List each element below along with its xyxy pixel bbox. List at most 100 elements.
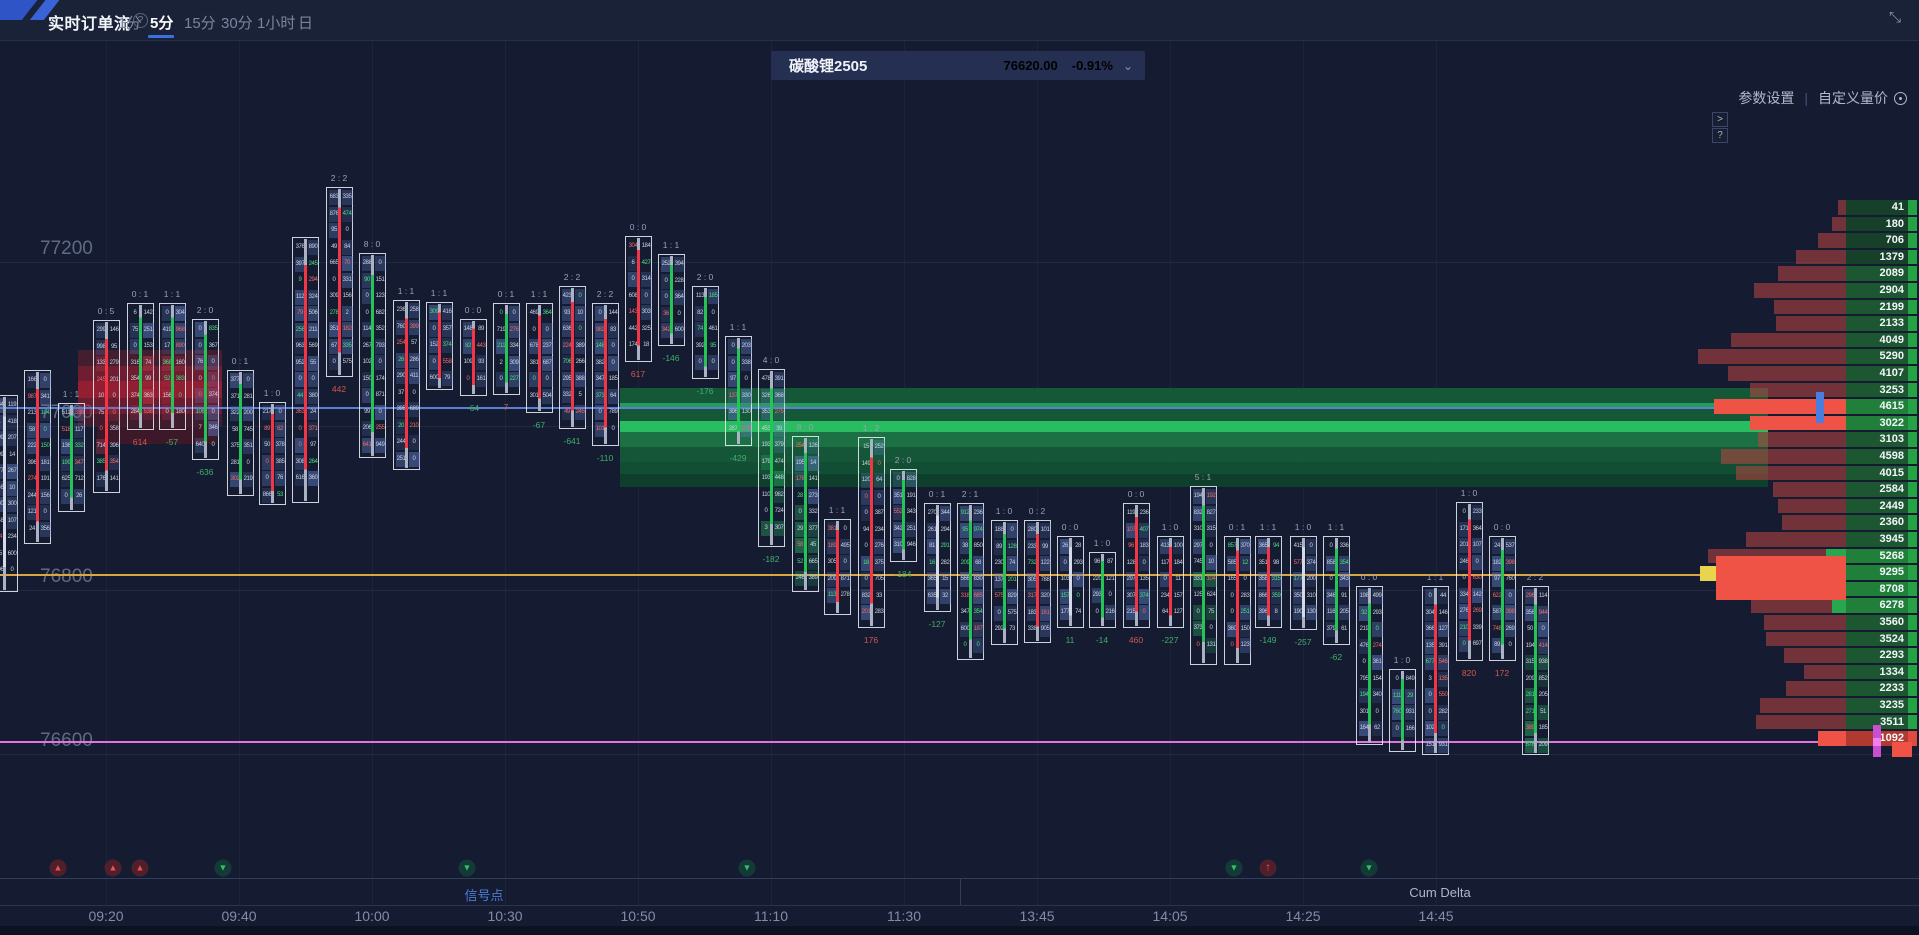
footprint-candle[interactable]: 270 344 261 294 81 291 16 282 365 15 635 32 (923, 503, 951, 612)
signal-triangle-icon[interactable]: ▲ (49, 859, 67, 877)
footprint-candle[interactable]: 683 335 876 474 95 0 49 84 665 70 0 331 309 156 278 2 35… (325, 187, 353, 377)
footprint-candle[interactable]: 6 142 75 251 0 153 316 74 354 99 374 363 284 538 (126, 303, 154, 430)
footprint-candle[interactable]: 0 144 982 83 148 0 382 0 347 185 373 64 0 789 101 0 (591, 303, 619, 446)
footprint-candle[interactable]: 857 370 585 12 165 0 0 283 0 251 360 150 0 123 (1223, 536, 1251, 665)
footprint-candle[interactable]: 280 101 233 99 732 122 305 788 317 320 183 161 338 90… (1023, 520, 1051, 643)
footprint-cell: 353 (760, 405, 772, 420)
footprint-cell: 2 (499, 359, 503, 366)
footprint-cell: 577 (1293, 559, 1303, 566)
footprint-cell: 301 (529, 392, 539, 399)
footprint-candle[interactable]: 26 28 0 293 103 0 157 0 177 74 (1056, 536, 1084, 628)
footprint-candle[interactable]: 511 338 518 117 136 332 199 347 625 712 0 26 (57, 403, 85, 512)
footprint-cell: 377 (229, 373, 241, 388)
footprint-candle[interactable]: 254 126 195 14 178 141 28 273 0 332 29 377 58 45 52 665… (791, 436, 819, 592)
footprint-candle[interactable]: 198 499 32 293 219 0 476 274 0 361 795 154 194 340 301… (1355, 586, 1383, 745)
footprint-candle[interactable]: 469 364 0 0 678 237 381 687 0 0 301 504 (525, 303, 553, 413)
tab-day[interactable]: 日 (298, 15, 314, 32)
footprint-cell: 156 (39, 488, 51, 504)
footprint-candle[interactable]: 0 828 351 191 552 343 342 251 310 946 (889, 469, 917, 562)
footprint-candle[interactable]: 166 0 987 341 213 104 58 0 222 150 396 181 274 191 244… (23, 370, 51, 544)
footprint-candle[interactable]: 0 835 0 367 76 0 0 0 0 374 106 0 7 346 640 0 (191, 319, 219, 460)
footprint-cell: 153 (143, 343, 153, 349)
tab-15min[interactable]: 15分 (184, 15, 216, 32)
footprint-candle[interactable]: 296 114 356 944 50 0 194 414 315 938 209 852 281 205 2… (1521, 586, 1549, 755)
time-label: 11:30 (887, 908, 921, 924)
footprint-candle[interactable]: 376 890 397 245 9 294 112 324 79 506 256 211 963 569 9… (291, 237, 319, 503)
profile-number-bg (1846, 664, 1908, 680)
candle-delta-line (104, 322, 108, 491)
footprint-candle[interactable]: 304 184 6 427 0 314 608 0 143 303 442 325 174 18 (624, 236, 652, 362)
footprint-candle[interactable]: 288 0 90 151 0 123 0 682 114 352 267 793 102 0 150 174 0… (358, 253, 386, 458)
instrument-selector[interactable]: 碳酸锂2505 76620.00 -0.91% ⌄ (771, 51, 1145, 80)
footprint-candle[interactable]: 309 416 0 357 152 374 0 558 600 79 (425, 302, 453, 390)
signal-triangle-icon[interactable]: ▲ (104, 859, 122, 877)
signal-arrow-icon[interactable]: ↑ (1259, 859, 1277, 877)
footprint-candle[interactable]: 413 100 117 184 0 11 234 157 64 127 (1156, 536, 1184, 628)
footprint-cell: 57 (411, 340, 417, 346)
footprint-candle[interactable]: 423 0 93 10 636 0 224 389 706 266 295 388 332 5 49 245 (558, 286, 586, 429)
footprint-candle[interactable]: 365 94 351 98 358 315 866 359 396 8 (1254, 536, 1282, 628)
footprint-candle[interactable]: 377 0 371 281 322 200 58 745 375 351 281 0 302 219 (226, 370, 254, 496)
tab-5min[interactable]: 5分 (150, 15, 174, 32)
footprint-cell: 0 (178, 392, 182, 399)
footprint-cell: 0 (963, 642, 967, 648)
footprint-candle[interactable]: 0 0 719 276 211 334 2 309 0 227 (492, 303, 520, 395)
profile-sell-bar (1758, 432, 1846, 447)
panel-help-button[interactable]: ? (1712, 128, 1728, 143)
footprint-candle[interactable]: 299 146 998 95 133 279 245 201 10 0 75 0 0 358 714 396 3… (92, 320, 120, 493)
profile-sell-bar (1728, 366, 1846, 381)
footprint-candle[interactable]: 0 44 304 146 366 127 135 391 677 546 3 135 0 550 0 282 1… (1421, 586, 1449, 755)
footprint-candle[interactable]: 15 252 149 0 120 64 0 0 0 387 94 234 0 276 18 375 0 705 83… (857, 437, 885, 628)
footprint-cell: 174 (628, 342, 638, 348)
signal-triangle-icon[interactable]: ▼ (458, 859, 476, 877)
footprint-cell: 130 (1305, 605, 1317, 620)
tab-1min[interactable]: 1分 (118, 15, 142, 32)
imbalance-header: 0 : 2 (1028, 506, 1046, 516)
collapse-icon[interactable]: ⤡ (1888, 9, 1901, 26)
footprint-candle[interactable]: 381 0 189 495 305 0 209 871 113 278 (823, 519, 851, 615)
footprint-cell: 0 (1230, 642, 1234, 648)
footprint-candle[interactable]: 415 0 577 374 177 200 350 310 190 130 (1289, 536, 1317, 630)
footprint-cell: 192 (1205, 489, 1217, 504)
footprint-candle[interactable]: 194 192 832 827 310 315 297 0 745 10 331 104 125 624 0… (1189, 486, 1217, 665)
signal-triangle-icon[interactable]: ▼ (738, 859, 756, 877)
footprint-candle[interactable]: 252 394 0 228 0 364 36 0 342 600 (657, 254, 685, 346)
footprint-candle[interactable]: 119 236 107 407 96 183 128 0 297 135 307 374 215 0 (1122, 503, 1150, 628)
settings-button[interactable]: 参数设置 (1738, 90, 1795, 106)
expand-panel-button[interactable]: > (1712, 112, 1728, 127)
custom-volume-price-button[interactable]: 自定义量价 (1818, 90, 1888, 106)
signal-triangle-icon[interactable]: ▲ (131, 859, 149, 877)
footprint-candle[interactable]: 912 236 95 974 38 850 209 68 566 830 318 685 347 354 6… (956, 503, 984, 660)
footprint-candle[interactable]: 478 391 326 368 353 275 453 39 193 379 179 474 193 44… (757, 369, 785, 547)
footprint-cell: 835 (208, 326, 218, 332)
footprint-cell: 866 (1257, 588, 1269, 604)
footprint-candle[interactable]: 24 537 182 398 97 760 622 0 587 398 748 269 89 0 (1488, 536, 1516, 661)
footprint-chart[interactable]: 7720077000768007660038411914185092071091… (0, 41, 1919, 905)
footprint-candle[interactable]: 188 0 89 128 230 74 137 201 575 829 0 575 292 73 (990, 520, 1018, 645)
footprint-candle[interactable]: 236 258 760 399 254 57 26 286 290 411 37 0 395 689 20 2… (392, 300, 420, 470)
footprint-candle[interactable]: 96 87 220 121 293 0 0 216 (1088, 552, 1116, 628)
target-icon[interactable] (1894, 91, 1907, 105)
footprint-candle[interactable]: 0 233 171 364 201 107 246 0 0 630 334 142 276 269 210 3… (1455, 502, 1483, 661)
footprint-candle[interactable]: 113 185 82 0 74 461 392 95 0 0 (691, 286, 719, 379)
footprint-candle[interactable]: 0 203 0 338 97 0 137 330 396 130 287 279 (724, 336, 752, 446)
footprint-candle[interactable]: 0 849 111 29 760 931 0 166 (1388, 669, 1416, 752)
footprint-cell: 374 (1305, 555, 1317, 571)
footprint-candle[interactable]: 3841191418509207109 14 9772676461028030014… (0, 395, 18, 592)
help-icon[interactable]: ? (133, 13, 148, 28)
footprint-candle[interactable]: 0 304 419 968 17 890 368 160 52 383 156 0 0 180 (158, 303, 186, 430)
tab-30min[interactable]: 30分 (221, 15, 253, 32)
footprint-cell: 280 (1026, 523, 1038, 538)
footprint-cell: 136 (60, 439, 72, 454)
footprint-cell: 301 (1359, 708, 1369, 715)
signal-triangle-icon[interactable]: ▼ (214, 859, 232, 877)
footprint-candle[interactable]: 217 0 89 62 50 378 0 385 0 76 866 53 (258, 402, 286, 505)
signal-triangle-icon[interactable]: ▼ (1360, 859, 1378, 877)
signal-triangle-icon[interactable]: ▼ (1225, 859, 1243, 877)
footprint-cell: 0 (1395, 676, 1399, 682)
footprint-cell: 157 (1059, 588, 1071, 604)
footprint-candle[interactable]: 0 336 858 354 0 343 346 91 116 205 379 61 (1322, 536, 1350, 645)
footprint-candle[interactable]: 148 89 82 443 109 93 0 161 (459, 319, 487, 396)
tab-1hour[interactable]: 1小时 (257, 15, 296, 32)
footprint-cell: 0 (660, 290, 672, 305)
